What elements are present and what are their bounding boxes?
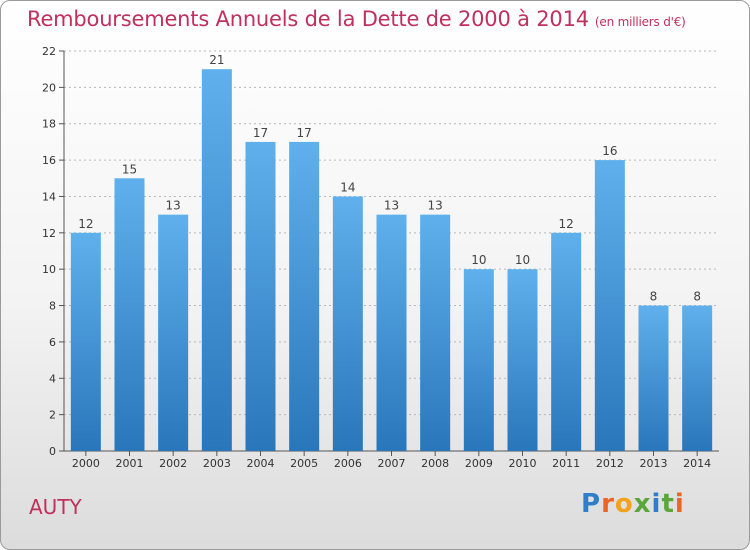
bar-value-label: 21 (209, 53, 224, 67)
place-name: AUTY (29, 495, 82, 519)
y-tick-label: 8 (49, 300, 56, 313)
y-tick-label: 2 (49, 409, 56, 422)
logo-letter: i (674, 489, 685, 519)
bar-value-label: 12 (559, 217, 574, 231)
y-tick-label: 0 (49, 445, 56, 458)
y-tick-label: 14 (42, 190, 56, 203)
bar-2011 (551, 232, 582, 451)
bar-2012 (594, 160, 625, 451)
bar-value-label: 10 (515, 253, 530, 267)
x-tick-label: 2002 (159, 457, 187, 470)
bar-value-label: 10 (471, 253, 486, 267)
y-tick-label: 10 (42, 263, 56, 276)
x-tick-label: 2009 (465, 457, 493, 470)
bar-2001 (114, 178, 145, 452)
bar-2005 (289, 141, 320, 451)
bar-2009 (463, 269, 494, 451)
x-tick-label: 2001 (116, 457, 144, 470)
bar-2014 (682, 305, 713, 451)
bar-2007 (376, 214, 407, 451)
y-tick-label: 20 (42, 81, 56, 94)
y-tick-label: 6 (49, 336, 56, 349)
chart-title: Remboursements Annuels de la Dette de 20… (27, 7, 686, 31)
chart-unit: (en milliers d'€) (594, 15, 686, 29)
logo-letter: t (661, 489, 675, 519)
bar-value-label: 8 (693, 290, 701, 304)
bar-2010 (507, 269, 538, 451)
y-tick-label: 16 (42, 154, 56, 167)
x-tick-label: 2012 (596, 457, 624, 470)
logo-letter: o (614, 489, 634, 519)
x-tick-label: 2007 (378, 457, 406, 470)
bar-2000 (70, 232, 101, 451)
x-tick-label: 2006 (334, 457, 362, 470)
x-tick-label: 2008 (421, 457, 449, 470)
bar-value-label: 12 (78, 217, 93, 231)
bar-value-label: 15 (122, 162, 137, 176)
y-tick-label: 4 (49, 372, 56, 385)
y-tick-label: 12 (42, 227, 56, 240)
y-tick-label: 18 (42, 118, 56, 131)
bar-2004 (245, 141, 276, 451)
x-tick-label: 2010 (509, 457, 537, 470)
bar-value-label: 17 (253, 126, 268, 140)
x-tick-label: 2013 (640, 457, 668, 470)
y-tick-label: 22 (42, 45, 56, 58)
x-tick-label: 2004 (247, 457, 275, 470)
x-tick-label: 2003 (203, 457, 231, 470)
logo-letter: x (633, 489, 652, 519)
proxiti-logo: Proxiti (581, 489, 685, 519)
x-tick-label: 2000 (72, 457, 100, 470)
logo-letter: P (581, 489, 602, 519)
bar-2008 (420, 214, 451, 451)
x-tick-label: 2011 (552, 457, 580, 470)
bar-value-label: 14 (340, 180, 355, 194)
bar-value-label: 13 (166, 199, 181, 213)
bar-value-label: 8 (650, 290, 658, 304)
x-tick-label: 2005 (290, 457, 318, 470)
bar-value-label: 13 (384, 199, 399, 213)
bar-2013 (638, 305, 669, 451)
bar-2002 (158, 214, 189, 451)
bar-2003 (201, 69, 232, 451)
bar-value-label: 13 (428, 199, 443, 213)
bar-value-label: 17 (297, 126, 312, 140)
chart-title-text: Remboursements Annuels de la Dette de 20… (27, 7, 589, 31)
logo-letter: r (601, 489, 615, 519)
logo-letter: i (651, 489, 662, 519)
x-tick-label: 2014 (683, 457, 711, 470)
bar-2006 (332, 196, 363, 451)
bar-value-label: 16 (602, 144, 617, 158)
